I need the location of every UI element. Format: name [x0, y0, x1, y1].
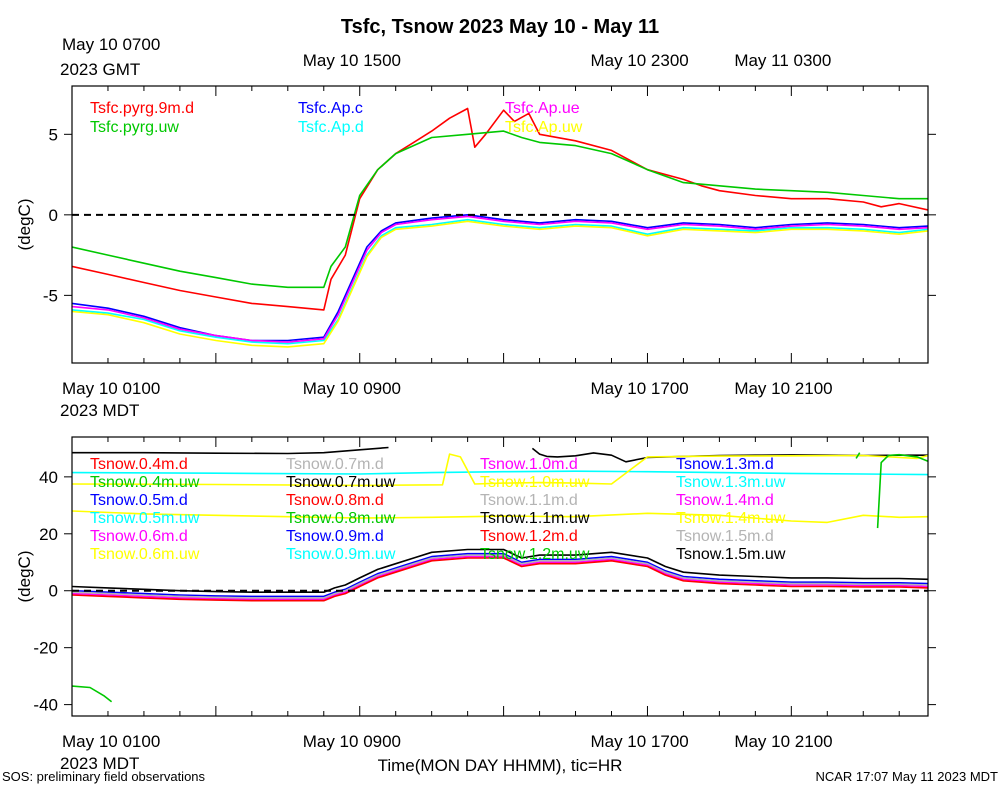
bottom-y-tick-label: 0 — [49, 582, 58, 601]
bottom-y-tick-label: -40 — [33, 696, 58, 715]
bottom-legend-entry: Tsnow.1.3m.uw — [676, 474, 786, 491]
top-series-tsfc-pyrg-9m-d-0 — [72, 107, 928, 311]
bottom-legend-entry: Tsnow.1.5m.d — [676, 528, 774, 545]
top-legend-entry: Tsfc.Ap.ue — [505, 100, 580, 117]
top-legend-entry: Tsfc.pyrg.9m.d — [90, 100, 194, 117]
bottom-y-tick-label: 20 — [39, 525, 58, 544]
top-y-tick-label: -5 — [43, 286, 58, 305]
bottom-legend-entry: Tsnow.0.7m.uw — [286, 474, 396, 491]
bottom-bottom-time-label: May 10 0900 — [303, 732, 401, 751]
chart-title: Tsfc, Tsnow 2023 May 10 - May 11 — [341, 16, 659, 38]
top-plot-frame — [71, 85, 929, 364]
bottom-series-tsnow-0-6m-d-8 — [72, 555, 928, 601]
bottom-series-tsnow-1-5m-d-10 — [72, 554, 928, 599]
top-bottom-time-label: May 10 1700 — [590, 379, 688, 398]
bottom-legend-entry: Tsnow.0.5m.uw — [90, 510, 200, 527]
bottom-y-axis-label: (degC) — [15, 551, 34, 603]
bottom-panel: -40 -20 0 20 40 (degC) May 10 0100 2023 MDT May … — [15, 436, 936, 773]
bottom-legend-entry: Tsnow.0.8m.uw — [286, 510, 396, 527]
bottom-series-tsnow-1-5m-uw-12 — [72, 548, 928, 594]
bottom-legend-entry: Tsnow.0.6m.d — [90, 528, 188, 545]
top-top-time-label: May 11 0300 — [734, 51, 831, 70]
bottom-y-tick-label: 40 — [39, 468, 58, 487]
bottom-legend-entry: Tsnow.1.1m.d — [480, 492, 578, 509]
bottom-legend-entry: Tsnow.1.2m.uw — [480, 546, 590, 563]
bottom-bottom-time-label: May 10 2100 — [734, 732, 832, 751]
bottom-legend-entry: Tsnow.0.5m.d — [90, 492, 188, 509]
top-y-tick-label: 0 — [49, 206, 58, 225]
bottom-series-tsnow-1-2m-d-11 — [72, 557, 928, 602]
bottom-legend-entry: Tsnow.1.1m.uw — [480, 510, 590, 527]
top-bottom-time-label: May 10 0100 — [62, 379, 160, 398]
bottom-series-tsnow-1-4m-uw-4 — [72, 510, 928, 524]
bottom-legend-entry: Tsnow.0.7m.d — [286, 456, 384, 473]
bottom-legend-entry: Tsnow.0.6m.uw — [90, 546, 200, 563]
x-axis-label: Time(MON DAY HHMM), tic=HR — [378, 756, 623, 775]
footer-left: SOS: preliminary field observations — [2, 769, 206, 784]
bottom-legend-entry: Tsnow.1.5m.uw — [676, 546, 786, 563]
top-top-time-label: May 10 1500 — [303, 51, 401, 70]
bottom-series-tsnow-1-0m-uw-3 — [72, 453, 928, 487]
top-panel: -5 0 5 (degC) May 10 0700 2023 GMT May 10 1500… — [15, 35, 936, 420]
bottom-legend-entry: Tsnow.1.0m.uw — [480, 474, 590, 491]
bottom-series-tsnow-0-4m-uw-2 — [72, 470, 928, 476]
bottom-series-tsnow-0-7m-uw-0 — [72, 446, 389, 455]
top-series-group — [72, 107, 928, 348]
top-legend-entry: Tsfc.Ap.c — [298, 100, 363, 117]
footer-right: NCAR 17:07 May 11 2023 MDT — [815, 769, 998, 784]
bottom-series-tsnow-1-2m-uw-6 — [876, 453, 928, 529]
top-series-tsfc-pyrg-uw-1 — [72, 130, 928, 289]
top-series-tsfc-ap-c-2 — [72, 214, 928, 342]
bottom-series-tsnow-1-2m-uw-5 — [72, 685, 113, 703]
top-legend-entry: Tsfc.pyrg.uw — [90, 119, 179, 136]
bottom-bottom-time-label: May 10 1700 — [590, 732, 688, 751]
bottom-legend-entry: Tsnow.0.4m.uw — [90, 474, 200, 491]
top-series-tsfc-ap-uw-5 — [72, 220, 928, 348]
bottom-legend-entry: Tsnow.1.2m.d — [480, 528, 578, 545]
bottom-legend-entry: Tsnow.0.9m.uw — [286, 546, 396, 563]
bottom-legend-entry: Tsnow.0.4m.d — [90, 456, 188, 473]
top-legend-entry: Tsfc.Ap.d — [298, 119, 364, 136]
top-y-tick-label: 5 — [49, 125, 58, 144]
bottom-legend-entry: Tsnow.1.3m.d — [676, 456, 774, 473]
top-top-time-label: May 10 0700 — [62, 35, 160, 54]
bottom-series-tsnow-1-2m-uw-7 — [855, 452, 861, 459]
bottom-y-tick-label: -20 — [33, 639, 58, 658]
bottom-bottom-time-label-2: 2023 MDT — [60, 754, 139, 773]
top-series-tsfc-ap-d-3 — [72, 218, 928, 345]
top-bottom-time-label: May 10 0900 — [303, 379, 401, 398]
bottom-legend-entry: Tsnow.1.0m.d — [480, 456, 578, 473]
top-bottom-time-label: May 10 2100 — [734, 379, 832, 398]
top-top-time-label-2: 2023 GMT — [60, 60, 140, 79]
bottom-series-tsnow-0-9m-d-9 — [72, 552, 928, 598]
bottom-series-group — [72, 446, 928, 703]
top-top-time-label: May 10 2300 — [590, 51, 688, 70]
bottom-legend-entry: Tsnow.0.9m.d — [286, 528, 384, 545]
bottom-legend-entry: Tsnow.1.4m.d — [676, 492, 774, 509]
top-bottom-time-label-2: 2023 MDT — [60, 401, 139, 420]
bottom-bottom-time-label: May 10 0100 — [62, 732, 160, 751]
bottom-legend-entry: Tsnow.1.4m.uw — [676, 510, 786, 527]
bottom-legend-entry: Tsnow.0.8m.d — [286, 492, 384, 509]
bottom-plot-frame — [71, 436, 929, 717]
top-legend-entry: Tsfc.Ap.uw — [505, 119, 583, 136]
top-series-tsfc-ap-ue-4 — [72, 215, 928, 343]
top-y-axis-label: (degC) — [15, 199, 34, 251]
